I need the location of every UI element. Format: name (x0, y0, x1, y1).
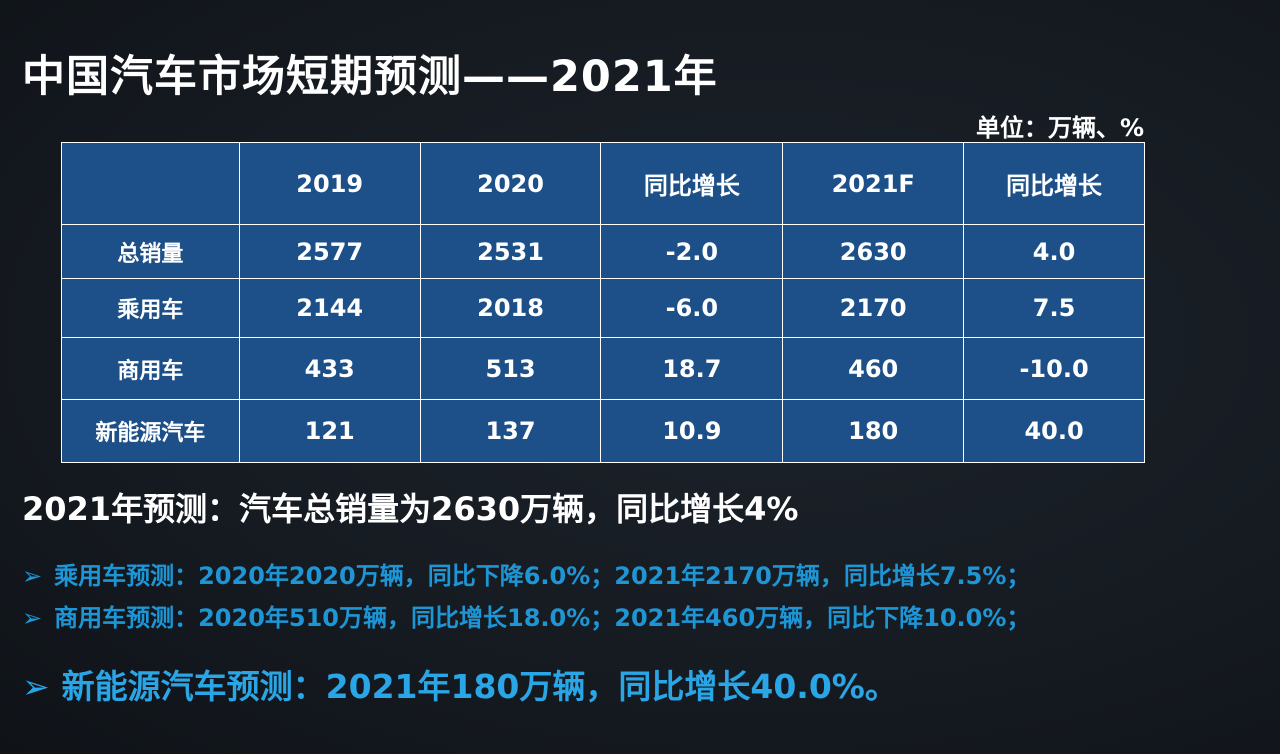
arrow-bullet-icon: ➢ (22, 667, 50, 706)
table-cell: 10.9 (600, 399, 784, 463)
table-cell: -6.0 (600, 278, 784, 338)
table-cell: 18.7 (600, 337, 784, 400)
row-label: 乘用车 (61, 278, 240, 338)
bullet-text: 新能源汽车预测：2021年180万辆，同比增长40.0%。 (61, 667, 898, 706)
table-cell: 433 (238, 337, 421, 400)
table-row: 总销量 2577 2531 -2.0 2630 4.0 (61, 224, 1145, 279)
header-cell-2019: 2019 (238, 142, 421, 225)
header-cell-yoy-2020: 同比增长 (600, 142, 784, 225)
arrow-bullet-icon: ➢ (22, 604, 43, 632)
table-cell: 2170 (782, 278, 965, 338)
table-cell: 40.0 (963, 399, 1145, 463)
bullet-text: 乘用车预测：2020年2020万辆，同比下降6.0%；2021年2170万辆，同… (54, 562, 1031, 590)
row-label: 商用车 (61, 337, 240, 400)
table-row: 商用车 433 513 18.7 460 -10.0 (61, 337, 1145, 400)
table-cell: 2577 (238, 224, 421, 279)
table-header-row: 2019 2020 同比增长 2021F 同比增长 (61, 142, 1145, 225)
table-cell: 2630 (782, 224, 965, 279)
table-cell: 121 (238, 399, 421, 463)
header-cell-yoy-2021: 同比增长 (963, 142, 1145, 225)
table-cell: 2144 (238, 278, 421, 338)
table-cell: 4.0 (963, 224, 1145, 279)
table-cell: -2.0 (600, 224, 784, 279)
table-cell: 180 (782, 399, 965, 463)
bullet-new-energy-vehicle: ➢ 新能源汽车预测：2021年180万辆，同比增长40.0%。 (22, 660, 898, 708)
forecast-table: 2019 2020 同比增长 2021F 同比增长 总销量 2577 2531 … (61, 142, 1145, 463)
arrow-bullet-icon: ➢ (22, 562, 43, 590)
table-cell: 513 (419, 337, 602, 400)
bullet-text: 商用车预测：2020年510万辆，同比增长18.0%；2021年460万辆，同比… (54, 604, 1031, 632)
unit-label: 单位：万辆、% (975, 114, 1144, 142)
bullet-passenger-car: ➢ 乘用车预测：2020年2020万辆，同比下降6.0%；2021年2170万辆，… (22, 556, 1030, 591)
table-cell: 2531 (419, 224, 602, 279)
row-label: 新能源汽车 (61, 399, 240, 463)
header-cell-2021f: 2021F (782, 142, 965, 225)
table-cell: 7.5 (963, 278, 1145, 338)
table-row: 乘用车 2144 2018 -6.0 2170 7.5 (61, 278, 1145, 338)
table-cell: 460 (782, 337, 965, 400)
row-label: 总销量 (61, 224, 240, 279)
header-cell-2020: 2020 (419, 142, 602, 225)
table-cell: -10.0 (963, 337, 1145, 400)
table-cell: 137 (419, 399, 602, 463)
bullet-commercial-vehicle: ➢ 商用车预测：2020年510万辆，同比增长18.0%；2021年460万辆，同… (22, 598, 1030, 633)
table-cell: 2018 (419, 278, 602, 338)
forecast-summary: 2021年预测：汽车总销量为2630万辆，同比增长4% (22, 490, 799, 528)
page-title: 中国汽车市场短期预测——2021年 (22, 52, 718, 102)
header-cell-empty (61, 142, 240, 225)
table-row: 新能源汽车 121 137 10.9 180 40.0 (61, 399, 1145, 463)
